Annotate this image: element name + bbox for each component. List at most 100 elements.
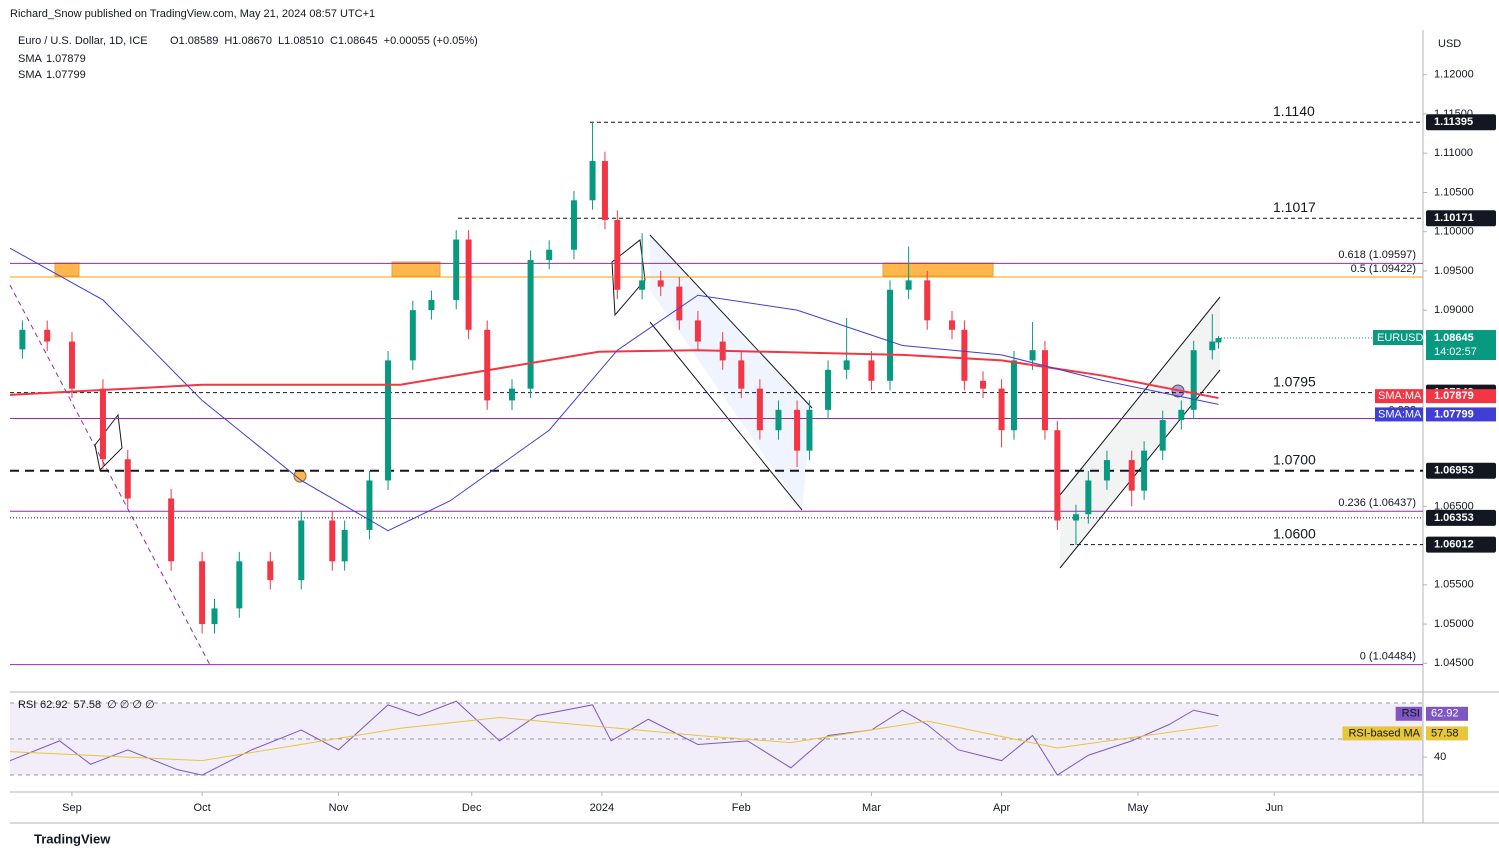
channel-line (1059, 296, 1221, 496)
legend-name: SMA (18, 69, 43, 81)
candle-body (341, 529, 348, 562)
candle-body (905, 280, 912, 290)
candle-body (1190, 350, 1197, 410)
fib-label: 0.618 (1.09597) (1338, 249, 1416, 261)
legend-value: 1.07879 (46, 53, 86, 65)
flag (94, 413, 123, 472)
candle-body (961, 329, 968, 381)
candle-body (19, 329, 26, 350)
price-badge (1426, 462, 1496, 479)
rsi-legend-value: 62.92 (40, 699, 68, 711)
rsi-badge (1426, 706, 1468, 721)
level-label: 1.1140 (1273, 103, 1315, 119)
y-tick-label: 1.10000 (1434, 226, 1474, 238)
channel-line (649, 234, 813, 409)
sma-badge (1426, 407, 1496, 422)
fib-label: 0.5 (1.09422) (1351, 263, 1416, 275)
rsi-title: RSI (18, 699, 36, 711)
last-badge-value: 1.08645 (1434, 332, 1474, 344)
candle-body (508, 388, 515, 401)
x-tick-label: Mar (862, 802, 881, 814)
candle-body (825, 369, 832, 410)
rsi-badge (1342, 726, 1422, 741)
symbol-badge (1373, 330, 1423, 346)
ohlc-value: +0.00055 (+0.05%) (384, 35, 478, 47)
candle-body (639, 280, 646, 290)
legend-value: 1.07799 (46, 69, 86, 81)
candle-body (1141, 450, 1148, 491)
candle-body (949, 320, 955, 330)
y-tick-label: 1.09000 (1434, 304, 1474, 316)
candle-body (409, 310, 416, 361)
sma-badge-value: 1.07799 (1434, 408, 1474, 420)
rsi-badge-value: 62.92 (1431, 708, 1459, 720)
candle-body (1029, 350, 1036, 361)
candle-body (694, 320, 701, 342)
zone (54, 262, 80, 277)
price-badge (1426, 536, 1496, 553)
plot: Euro / U.S. Dollar, 1D, ICE O1.08589 H1.08… (9, 35, 1496, 814)
rsi-badge-name: RSI (1402, 708, 1420, 720)
candle-body (236, 561, 243, 609)
publisher: Richard_Snow published on TradingView.co… (10, 8, 375, 20)
candle-body (366, 480, 373, 530)
ohlc-value: C1.08645 (330, 35, 378, 47)
candle-body (68, 341, 75, 389)
series-line (9, 349, 1219, 400)
candle-body (924, 280, 931, 321)
series-line (9, 247, 1219, 532)
candle-body (1010, 360, 1017, 431)
candle-body (267, 561, 274, 581)
sma-badge-value: 1.07879 (1434, 390, 1474, 402)
candle-body (465, 239, 472, 330)
rsi-legend-extra: ∅ ∅ ∅ ∅ (107, 699, 155, 711)
y-tick-label: 40 (1434, 751, 1446, 763)
candle-body (1128, 460, 1135, 491)
x-tick-label: Sep (62, 802, 82, 814)
candle-body (979, 380, 986, 389)
series-line (9, 716, 1219, 762)
flag (611, 239, 646, 317)
rsi-badge-value: 57.58 (1431, 727, 1459, 739)
candle-body (385, 360, 392, 481)
ohlc-value: H1.08670 (224, 35, 272, 47)
candle-body (168, 498, 175, 562)
price-badge-text: 1.11395 (1434, 116, 1473, 128)
price-badge (1426, 114, 1496, 131)
candle-body (614, 219, 621, 290)
x-tick-label: Dec (462, 802, 482, 814)
candle-body (676, 286, 683, 321)
last-badge (1426, 330, 1496, 361)
candle-body (887, 289, 894, 381)
sma-badge (1375, 407, 1423, 422)
countdown: 14:02:57 (1434, 346, 1477, 358)
y-tick-label: 1.09500 (1434, 265, 1474, 277)
legend-name: SMA (18, 53, 43, 65)
sma-badge-name: SMA:MA (1378, 408, 1422, 420)
level-label: 1.0700 (1273, 452, 1316, 468)
currency: USD (1438, 38, 1461, 50)
fib-label: 0 (1.04484) (1360, 650, 1416, 662)
zone (391, 261, 441, 277)
rsi-badge (1426, 726, 1468, 741)
x-tick-label: Nov (329, 802, 349, 814)
level-label: 1.0600 (1273, 525, 1316, 541)
y-tick-label: 1.04500 (1434, 657, 1474, 669)
candle-body (1085, 480, 1092, 515)
x-tick-label: Oct (194, 802, 211, 814)
sma-badge (1375, 389, 1423, 404)
candle-body (1041, 350, 1048, 431)
candle-body (428, 299, 435, 311)
sma-badge-name: SMA:MA (1378, 390, 1422, 402)
x-tick-label: May (1128, 802, 1149, 814)
price-badge-text: 1.06353 (1434, 512, 1474, 524)
candle-body (199, 561, 206, 625)
series-line (9, 700, 1219, 776)
candle-body (1103, 460, 1110, 481)
y-tick-label: 1.05500 (1434, 579, 1474, 591)
candle-body (298, 520, 305, 581)
channel-line (649, 321, 803, 511)
candle-body (570, 200, 577, 250)
y-tick-label: 1.12000 (1434, 69, 1474, 81)
